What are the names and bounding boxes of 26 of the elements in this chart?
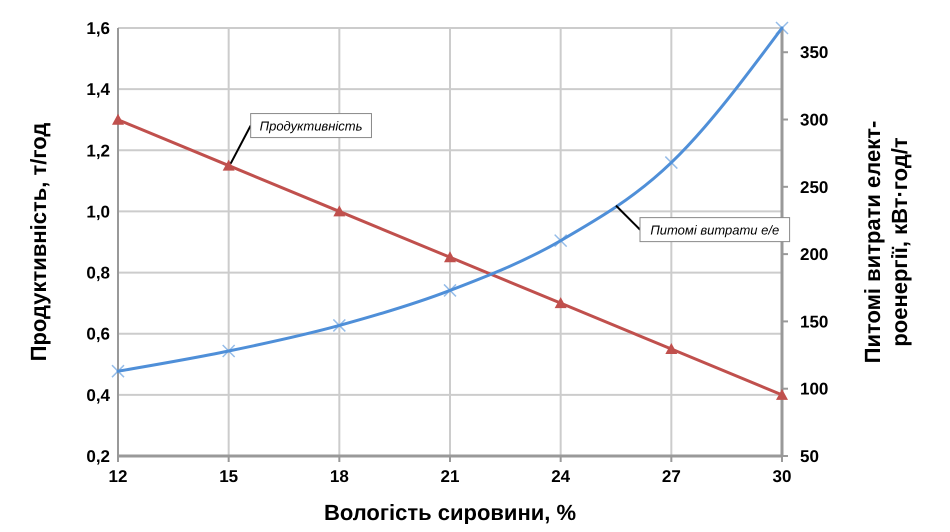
y-tick-label: 1,4 <box>86 80 111 100</box>
x-tick-label: 15 <box>219 467 238 486</box>
y-axis-title: Продуктивність, т/год <box>26 122 51 362</box>
y2-axis-title: Питомі витрати елект- роенергії, кВт·год/т <box>860 120 912 364</box>
y2-tick-label: 250 <box>800 178 828 197</box>
y2-tick-label: 100 <box>800 380 828 399</box>
x-tick-label: 30 <box>772 467 792 486</box>
y-tick-label: 1,6 <box>86 19 110 38</box>
text: Продуктивність <box>260 118 363 134</box>
y-tick-label: 1,2 <box>86 141 110 160</box>
x-tick-label: 12 <box>108 467 128 486</box>
x-tick-label: 21 <box>440 467 460 486</box>
y2-tick-label: 350 <box>800 43 828 62</box>
y-tick-label: 1,0 <box>86 202 110 222</box>
text: Питомі витрати е/е <box>650 222 780 238</box>
y-tick-label: 0,8 <box>86 264 110 283</box>
x-tick-label: 24 <box>551 467 571 486</box>
y2-tick-label: 200 <box>800 245 828 264</box>
y-tick-label: 0,2 <box>86 447 110 466</box>
y2-tick-label: 300 <box>800 110 828 130</box>
x-tick-label: 27 <box>662 467 681 486</box>
y2-tick-label: 150 <box>800 312 828 332</box>
y-tick-label: 0,4 <box>86 386 111 405</box>
y-tick-label: 0,6 <box>86 324 110 344</box>
y2-tick-label: 50 <box>800 447 819 466</box>
x-tick-label: 18 <box>330 467 349 486</box>
